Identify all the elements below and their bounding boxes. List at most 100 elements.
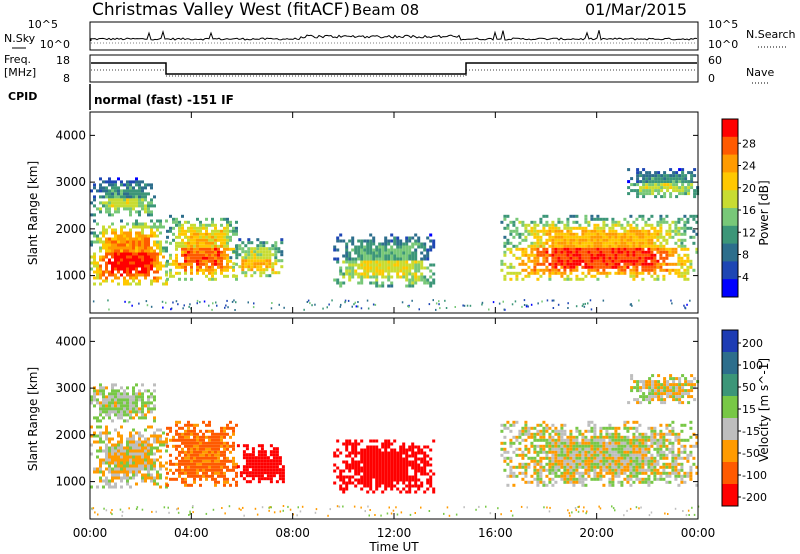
range-cell xyxy=(190,268,193,272)
range-cell xyxy=(211,271,214,275)
range-cell xyxy=(193,441,196,445)
range-cell xyxy=(260,465,264,469)
range-cell xyxy=(351,269,355,273)
range-cell xyxy=(214,483,217,487)
range-cell xyxy=(650,441,654,445)
range-cell xyxy=(542,247,546,251)
range-cell xyxy=(636,171,640,175)
range-cell xyxy=(566,438,570,442)
range-cell xyxy=(333,248,337,252)
range-cell xyxy=(381,451,385,455)
range-cell xyxy=(399,275,403,279)
range-cell xyxy=(677,262,681,266)
range-cell xyxy=(141,246,144,250)
range-cell xyxy=(503,262,507,266)
range-cell xyxy=(402,260,406,264)
range-cell xyxy=(614,465,618,469)
range-cell xyxy=(381,251,385,255)
range-cell xyxy=(554,238,558,242)
range-cell xyxy=(114,246,117,250)
range-cell xyxy=(632,450,636,454)
range-cell xyxy=(542,465,546,469)
range-cell xyxy=(251,459,255,463)
range-cell xyxy=(539,468,543,472)
clutter-cell xyxy=(466,304,469,307)
freq-strip: Freq. [MHz] 18 8 60 0 Nave xyxy=(4,53,774,85)
range-cell xyxy=(381,281,385,285)
range-cell xyxy=(656,277,660,281)
range-cell xyxy=(117,443,120,447)
range-cell xyxy=(402,457,406,461)
range-cell xyxy=(129,210,132,214)
range-cell xyxy=(141,395,144,399)
range-cell xyxy=(196,456,199,460)
clutter-cell xyxy=(183,304,185,307)
range-cell xyxy=(217,471,220,475)
range-cell xyxy=(689,259,693,263)
range-cell xyxy=(241,265,245,269)
range-cell xyxy=(363,260,367,264)
range-cell xyxy=(93,261,96,265)
range-cell xyxy=(524,432,528,436)
range-cell xyxy=(686,474,690,478)
range-cell xyxy=(581,465,585,469)
range-cell xyxy=(575,447,579,451)
range-cell xyxy=(360,257,364,261)
range-cell xyxy=(257,480,261,484)
range-cell xyxy=(536,450,540,454)
range-cell xyxy=(408,254,412,258)
range-cell xyxy=(369,487,373,491)
range-cell xyxy=(226,232,229,236)
range-cell xyxy=(141,458,144,462)
range-cell xyxy=(420,263,424,267)
range-cell xyxy=(90,485,93,489)
range-cell xyxy=(117,431,120,435)
range-cell xyxy=(274,259,278,263)
range-cell xyxy=(226,247,229,251)
range-cell xyxy=(262,262,266,266)
range-cell xyxy=(266,474,270,478)
range-cell xyxy=(563,438,567,442)
range-cell xyxy=(138,183,141,187)
range-cell xyxy=(135,404,138,408)
range-cell xyxy=(554,426,558,430)
range-cell xyxy=(659,435,663,439)
range-cell xyxy=(653,268,657,272)
range-cell xyxy=(524,262,528,266)
range-cell xyxy=(551,459,555,463)
range-cell xyxy=(366,269,370,273)
range-cell xyxy=(117,413,120,417)
range-cell xyxy=(423,242,427,246)
range-cell xyxy=(639,174,643,178)
range-cell xyxy=(150,183,153,187)
range-cell xyxy=(411,454,415,458)
range-cell xyxy=(211,462,214,466)
range-cell xyxy=(208,450,211,454)
range-cell xyxy=(360,448,364,452)
range-cell xyxy=(126,392,129,396)
range-cell xyxy=(135,189,138,193)
range-cell xyxy=(393,448,397,452)
range-cell xyxy=(147,452,150,456)
range-cell xyxy=(193,438,196,442)
clutter-cell xyxy=(521,305,523,308)
range-cell xyxy=(399,466,403,470)
range-cell xyxy=(375,457,379,461)
range-cell xyxy=(114,228,117,232)
range-cell xyxy=(503,217,507,221)
range-cell xyxy=(639,395,643,399)
range-cell xyxy=(342,239,346,243)
range-cell xyxy=(657,183,661,187)
range-cell xyxy=(614,432,618,436)
range-cell xyxy=(156,255,159,259)
clutter-cell xyxy=(233,299,235,302)
range-cell xyxy=(683,223,687,227)
range-cell xyxy=(651,174,655,178)
range-cell xyxy=(387,248,391,252)
range-cell xyxy=(129,407,132,411)
range-cell xyxy=(229,259,232,263)
range-cell xyxy=(674,271,678,275)
range-cell xyxy=(426,254,430,258)
range-cell xyxy=(105,404,108,408)
range-cell xyxy=(123,413,126,417)
